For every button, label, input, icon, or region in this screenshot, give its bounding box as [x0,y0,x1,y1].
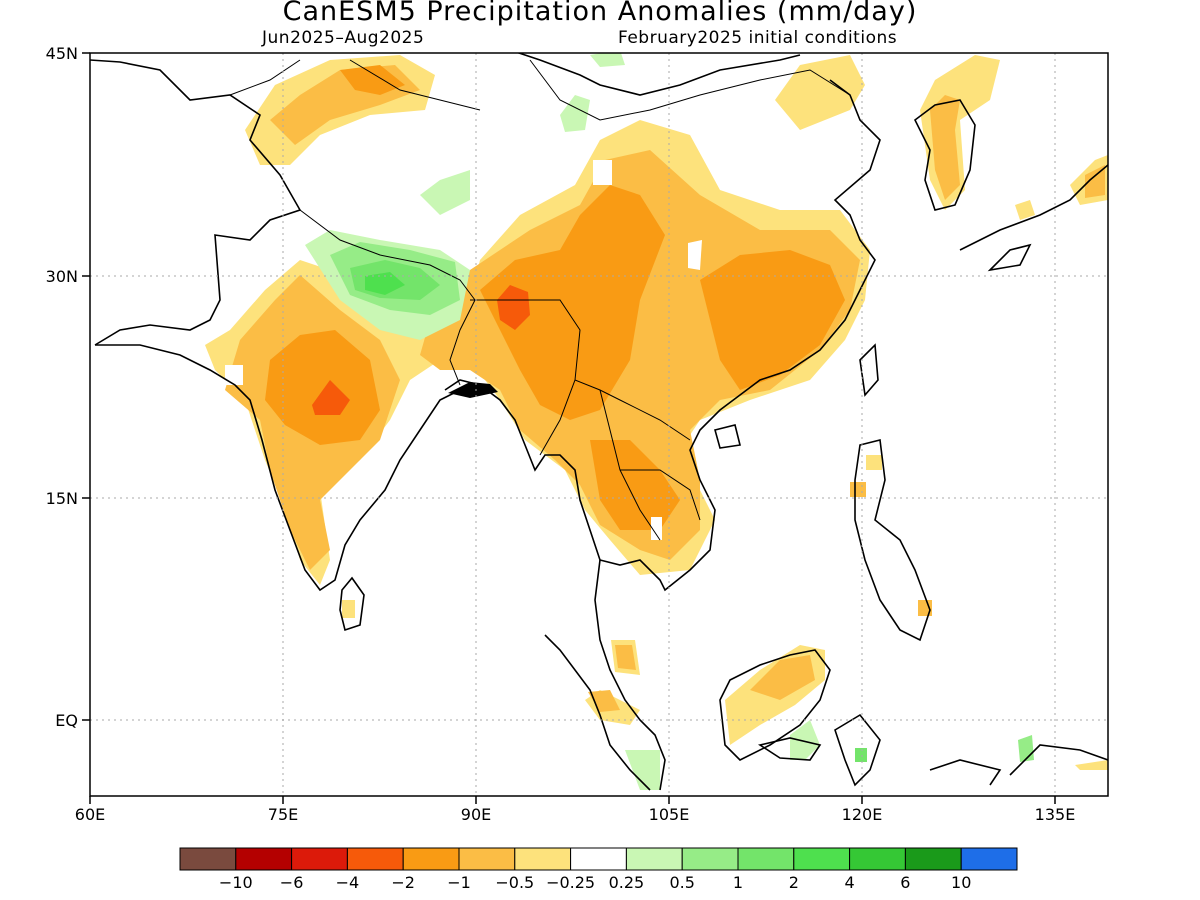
map-frame [89,52,1109,797]
anomaly-dark-orange [312,285,530,415]
map-area [90,53,1108,791]
colorbar-label: −10 [219,873,253,892]
colorbar: −10 −6 −4 −2 −1 −0.5 −0.25 0.25 0.5 1 2 4 6 10 [179,847,1018,892]
colorbar-label: 0.5 [669,873,694,892]
near-zero-gaps [225,160,702,540]
colorbar-swatch [960,847,1018,871]
colorbar-swatch [737,847,795,871]
colorbar-swatch [625,847,683,871]
axis-ticks [82,52,1056,804]
colorbar-label: −6 [280,873,304,892]
lon-label-90e: 90E [461,805,491,824]
lon-label-105e: 105E [649,805,690,824]
lat-label-30n: 30N [46,267,78,286]
colorbar-swatch [458,847,516,871]
colorbar-swatch [346,847,404,871]
initial-conditions-label: February2025 initial conditions [618,28,898,48]
lon-tick-labels: 60E 75E 90E 105E 120E 135E [75,805,1076,824]
map-title: CanESM5 Precipitation Anomalies (mm/day) [282,0,918,27]
delta-coast [448,382,498,398]
gridlines [90,53,1108,796]
colorbar-label: −0.5 [495,873,534,892]
lon-label-75e: 75E [268,805,298,824]
colorbar-swatch [402,847,460,871]
colorbar-label: 4 [845,873,855,892]
colorbar-label: −0.25 [546,873,595,892]
lon-label-135e: 135E [1035,805,1076,824]
season-label: Jun2025–Aug2025 [262,28,425,48]
borders [229,59,851,541]
colorbar-label: −2 [391,873,415,892]
lat-label-45n: 45N [46,44,78,63]
lon-label-60e: 60E [75,805,105,824]
anomaly-bright-green [365,272,405,295]
colorbar-swatch [681,847,739,871]
colorbar-label: 6 [900,873,910,892]
colorbar-label: −4 [336,873,360,892]
coastlines [90,53,1108,791]
colorbar-swatch [793,847,851,871]
colorbar-label: 10 [951,873,971,892]
colorbar-label: 1 [733,873,743,892]
colorbar-swatch [291,847,348,871]
colorbar-swatch [235,847,293,871]
colorbar-swatch [179,847,237,871]
lon-label-120e: 120E [842,805,883,824]
lat-label-15n: 15N [46,489,78,508]
lat-label-eq: EQ [55,711,78,730]
colorbar-label: 2 [789,873,799,892]
colorbar-swatch [514,847,572,871]
lat-tick-labels: 45N 30N 15N EQ [46,44,78,730]
colorbar-swatch [570,847,627,871]
colorbar-label: 0.25 [609,873,645,892]
colorbar-swatch [904,847,962,871]
colorbar-swatch [849,847,906,871]
anomaly-orange [265,65,845,530]
colorbar-label: −1 [447,873,471,892]
